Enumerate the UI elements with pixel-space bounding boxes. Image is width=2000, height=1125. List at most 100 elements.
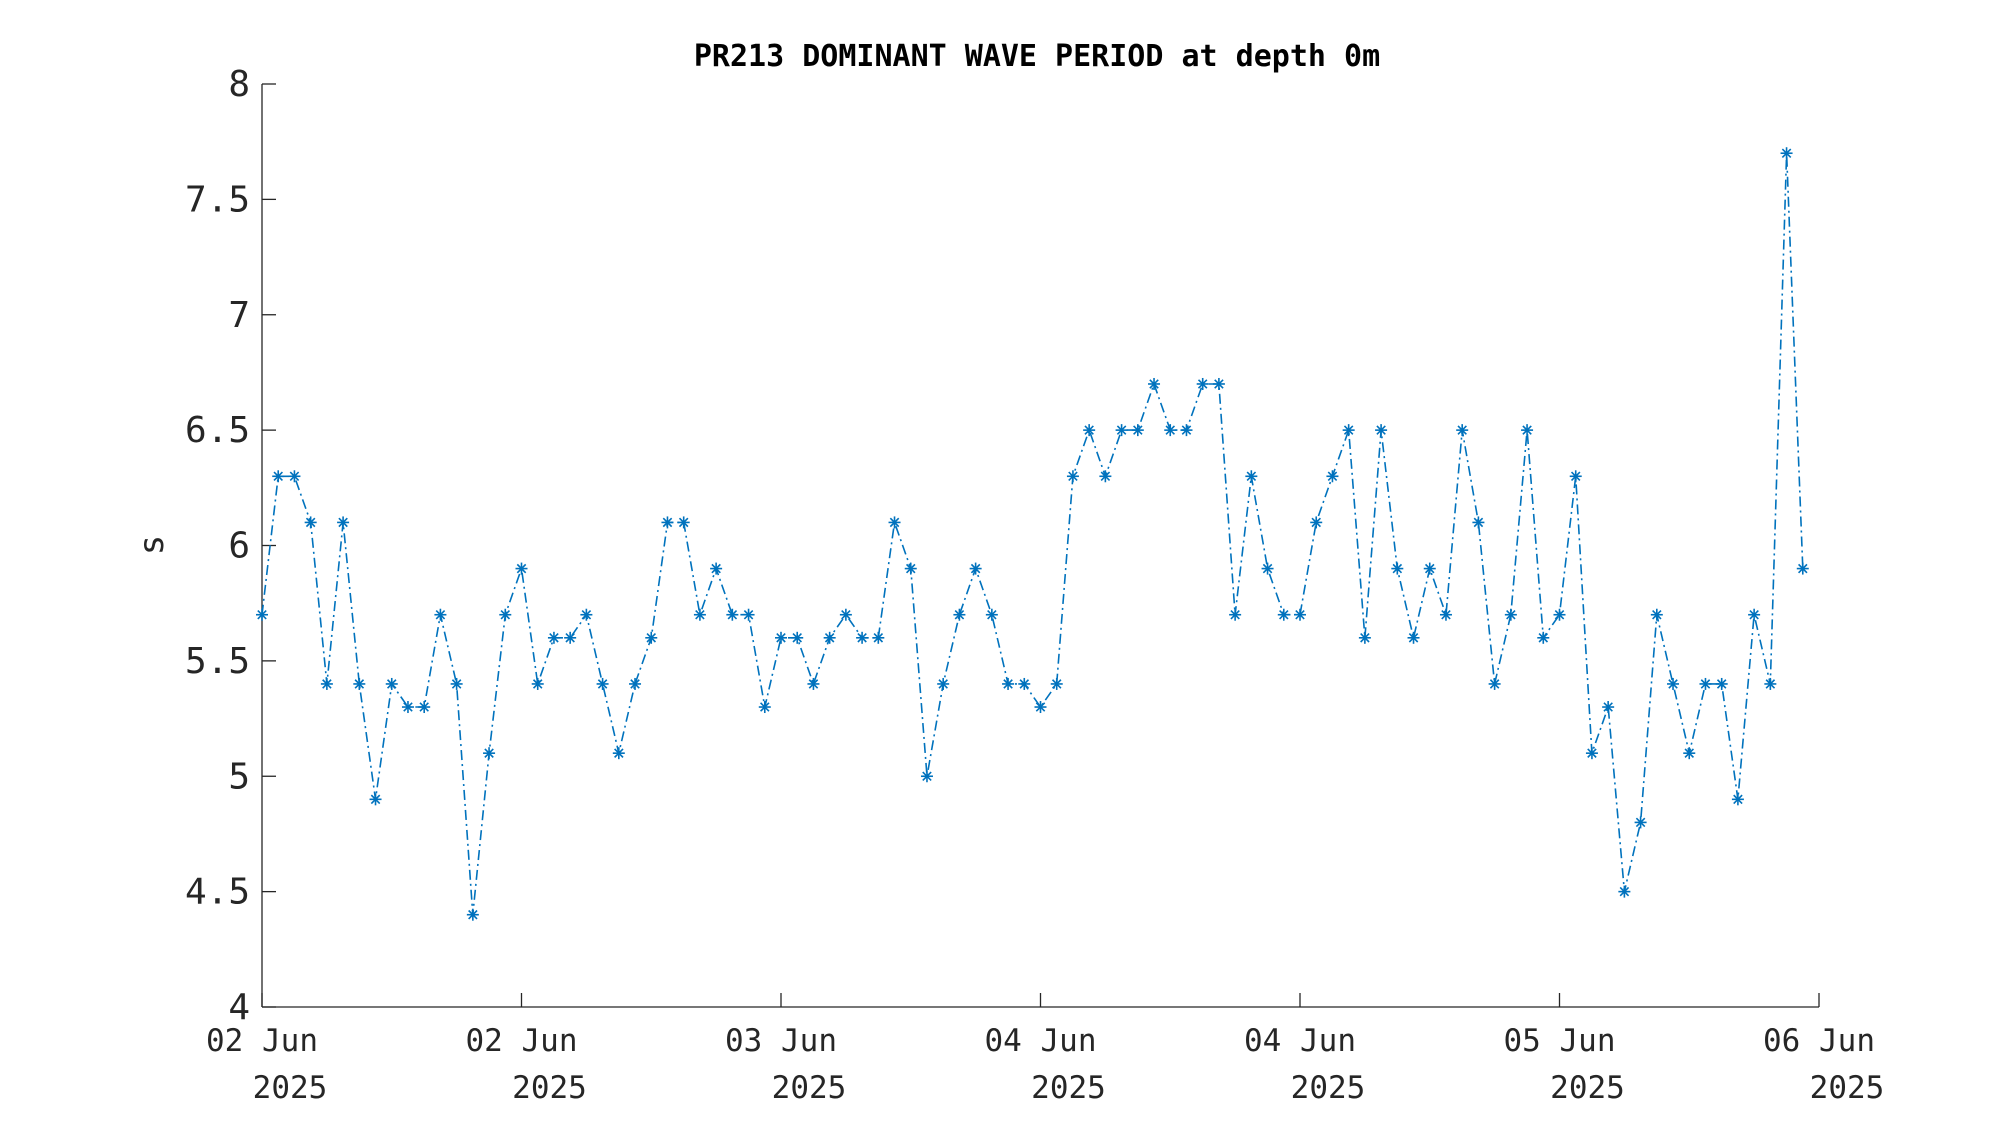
data-point	[499, 608, 512, 621]
data-point	[401, 701, 414, 714]
data-point	[1715, 677, 1728, 690]
data-point	[466, 908, 479, 921]
y-tick-label: 7.5	[185, 179, 250, 220]
data-point	[693, 608, 706, 621]
x-tick-label-day: 04 Jun	[1244, 1023, 1356, 1059]
x-tick-label-year: 2025	[1031, 1070, 1106, 1106]
data-point	[256, 608, 268, 621]
data-point	[1164, 424, 1177, 437]
x-tick-label-day: 02 Jun	[466, 1023, 578, 1059]
data-point	[1634, 816, 1647, 829]
data-point	[937, 677, 950, 690]
data-point	[953, 608, 966, 621]
chart-title: PR213 DOMINANT WAVE PERIOD at depth 0m	[694, 39, 1380, 74]
data-point	[1423, 562, 1436, 575]
data-point	[1488, 677, 1501, 690]
data-point	[1391, 562, 1404, 575]
data-point	[904, 562, 917, 575]
data-point	[1294, 608, 1306, 621]
data-point	[580, 608, 593, 621]
data-point	[272, 470, 285, 483]
data-point	[1537, 631, 1550, 644]
data-point	[775, 631, 787, 644]
data-point	[596, 677, 609, 690]
data-point	[1180, 424, 1193, 437]
data-point	[1148, 377, 1161, 390]
data-point	[418, 701, 431, 714]
data-point	[515, 562, 528, 575]
data-point	[1034, 701, 1047, 714]
data-point	[969, 562, 982, 575]
data-point	[1326, 470, 1339, 483]
data-point	[888, 516, 901, 529]
data-point	[434, 608, 447, 621]
x-ticks: 02 Jun 2025 02 Jun 2025 03 Jun 2025 04 Jun 2025…	[206, 993, 1884, 1106]
data-point	[1667, 677, 1680, 690]
y-tick-label: 4.5	[185, 872, 250, 913]
data-point	[1683, 747, 1696, 760]
data-point	[1277, 608, 1290, 621]
y-tick-label: 5	[228, 756, 250, 797]
data-point	[710, 562, 723, 575]
series-line	[261, 153, 1804, 915]
x-tick-label-year: 2025	[1550, 1070, 1625, 1106]
x-tick-label-day: 05 Jun	[1504, 1023, 1616, 1059]
x-tick-label-day: 02 Jun	[206, 1023, 318, 1059]
plot-area	[256, 147, 1809, 921]
data-point	[1229, 608, 1242, 621]
data-point	[564, 631, 577, 644]
data-point	[856, 631, 869, 644]
data-point	[1585, 747, 1598, 760]
data-point	[353, 677, 366, 690]
data-point	[1472, 516, 1485, 529]
data-point	[645, 631, 658, 644]
data-point	[1569, 470, 1582, 483]
data-point	[1083, 424, 1096, 437]
data-point	[1196, 377, 1209, 390]
x-tick-label-year: 2025	[512, 1070, 587, 1106]
data-point	[1780, 147, 1793, 160]
x-tick-label-day: 06 Jun	[1763, 1023, 1875, 1059]
data-point	[1748, 608, 1761, 621]
data-point	[1699, 677, 1712, 690]
data-point	[1731, 793, 1744, 806]
y-ticks: 4 4.5 5 5.5 6 6.5 7 7.5 8	[185, 64, 276, 1028]
data-point	[1050, 677, 1063, 690]
data-point	[629, 677, 642, 690]
data-point	[1212, 377, 1225, 390]
x-tick-label-day: 03 Jun	[725, 1023, 837, 1059]
data-point	[483, 747, 496, 760]
x-tick-label-year: 2025	[253, 1070, 328, 1106]
y-axis-label: s	[132, 535, 172, 555]
data-point	[1504, 608, 1517, 621]
data-point	[320, 677, 333, 690]
data-point	[1456, 424, 1469, 437]
data-point	[1439, 608, 1452, 621]
data-point	[1261, 562, 1274, 575]
data-point	[547, 631, 560, 644]
data-point	[839, 608, 852, 621]
data-point	[1018, 677, 1031, 690]
data-point	[677, 516, 690, 529]
data-point	[742, 608, 755, 621]
data-point	[1764, 677, 1777, 690]
data-point	[1002, 677, 1015, 690]
data-point	[369, 793, 382, 806]
y-tick-label: 4	[228, 987, 250, 1028]
data-point	[612, 747, 625, 760]
data-point	[985, 608, 998, 621]
data-point	[823, 631, 836, 644]
x-tick-label-day: 04 Jun	[985, 1023, 1097, 1059]
y-tick-label: 6.5	[185, 410, 250, 451]
data-point	[1245, 470, 1258, 483]
data-point	[450, 677, 463, 690]
x-tick-label-year: 2025	[772, 1070, 847, 1106]
data-point	[385, 677, 398, 690]
data-point	[1131, 424, 1144, 437]
data-point	[1553, 608, 1566, 621]
x-tick-label-year: 2025	[1810, 1070, 1885, 1106]
data-point	[661, 516, 674, 529]
data-point	[1115, 424, 1128, 437]
data-point	[337, 516, 350, 529]
